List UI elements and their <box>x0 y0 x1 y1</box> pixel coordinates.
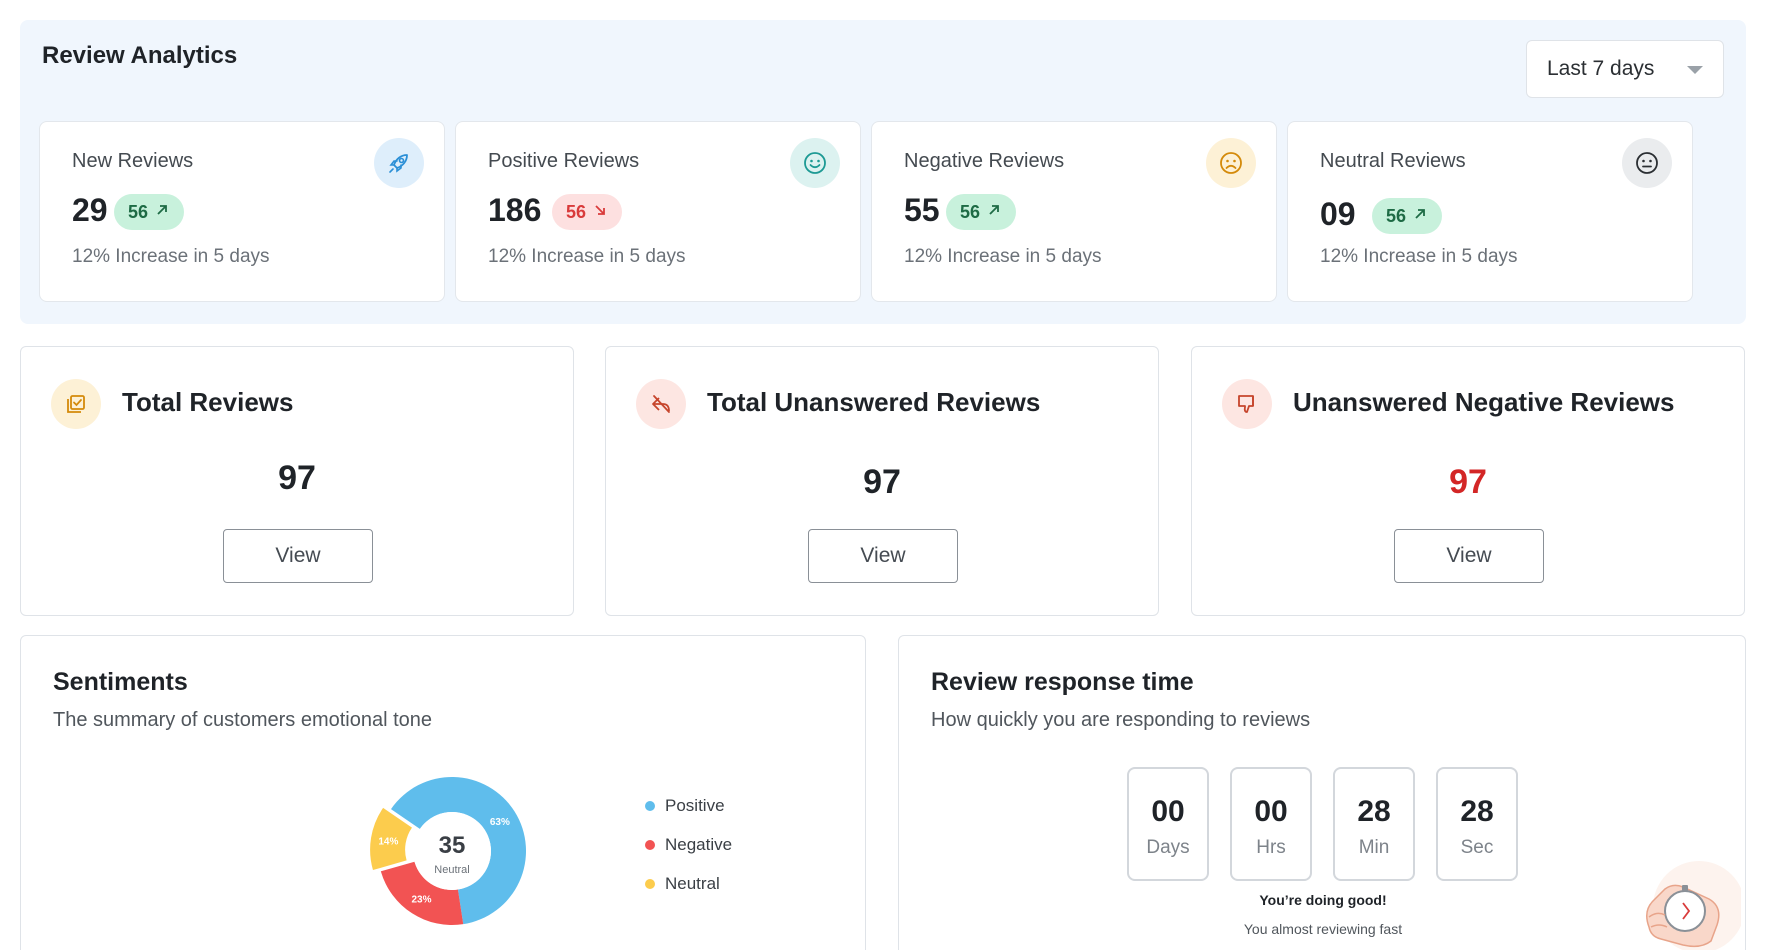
sentiments-panel: Sentiments The summary of customers emot… <box>20 635 866 950</box>
legend-dot <box>645 801 655 811</box>
donut-data-label: 14% <box>378 837 398 848</box>
trend-badge-value: 56 <box>566 201 587 222</box>
card-title: Total Unanswered Reviews <box>707 387 1041 417</box>
new-reviews-card: New Reviews 29 56 12% Increase in 5 days <box>39 121 445 302</box>
status-note: You almost reviewing fast <box>1243 921 1403 937</box>
timer-minutes: 28 Min <box>1333 767 1415 881</box>
timer-unit: Min <box>1358 837 1390 858</box>
rocket-icon <box>374 138 424 188</box>
stat-subtext: 12% Increase in 5 days <box>72 246 270 267</box>
thumbs-down-icon <box>1222 379 1272 429</box>
neutral-reviews-card: Neutral Reviews 09 56 12% Increase in 5 … <box>1287 121 1693 302</box>
donut-data-label: 63% <box>490 817 510 828</box>
stat-value: 55 <box>904 192 940 228</box>
review-analytics-section: Review Analytics Last 7 days New Reviews… <box>20 20 1746 324</box>
stat-value: 09 <box>1320 196 1356 232</box>
view-button[interactable]: View <box>223 529 373 583</box>
total-value: 97 <box>1449 463 1487 501</box>
stat-label: New Reviews <box>72 150 194 172</box>
panel-subtitle: How quickly you are responding to review… <box>931 709 1311 731</box>
donut-center-label: Neutral <box>434 864 469 876</box>
stat-subtext: 12% Increase in 5 days <box>488 246 686 267</box>
arrow-up-right-icon <box>1412 206 1428 227</box>
total-value: 97 <box>278 459 316 497</box>
trend-badge-value: 56 <box>960 201 981 222</box>
legend-item-negative: Negative <box>645 835 732 855</box>
legend-label: Positive <box>665 796 725 815</box>
legend-dot <box>645 879 655 889</box>
date-range-dropdown[interactable]: Last 7 days <box>1526 40 1724 98</box>
panel-title: Sentiments <box>53 668 188 696</box>
card-title: Unanswered Negative Reviews <box>1293 387 1675 417</box>
arrow-down-right-icon <box>592 202 608 223</box>
legend-item-neutral: Neutral <box>645 874 720 894</box>
legend-label: Neutral <box>665 874 720 893</box>
stat-label: Positive Reviews <box>488 150 640 172</box>
stat-value: 29 <box>72 192 108 228</box>
total-unanswered-reviews-card: Total Unanswered Reviews 97 View <box>605 346 1159 616</box>
unanswered-negative-reviews-card: Unanswered Negative Reviews 97 View <box>1191 346 1745 616</box>
stat-label: Neutral Reviews <box>1320 150 1466 172</box>
frown-icon <box>1206 138 1256 188</box>
timer-seconds: 28 Sec <box>1436 767 1518 881</box>
timer-hours: 00 Hrs <box>1230 767 1312 881</box>
sentiment-donut-chart: 63% 23% 14% 35 Neutral <box>370 777 526 925</box>
trend-badge: 56 <box>114 194 185 230</box>
view-button[interactable]: View <box>808 529 958 583</box>
positive-reviews-card: Positive Reviews 186 56 12% Increase in … <box>455 121 861 302</box>
arrow-up-right-icon <box>154 202 170 223</box>
timer-unit: Hrs <box>1256 837 1286 858</box>
donut-data-label: 23% <box>411 895 431 906</box>
panel-title: Review response time <box>931 668 1194 696</box>
status-message: You’re doing good! <box>1259 892 1387 908</box>
page-title: Review Analytics <box>42 42 238 69</box>
review-check-icon <box>51 379 101 429</box>
legend-dot <box>645 840 655 850</box>
legend-item-positive: Positive <box>645 796 725 816</box>
stat-subtext: 12% Increase in 5 days <box>904 246 1102 267</box>
donut-slice-neutral <box>370 807 412 871</box>
timer-value: 00 <box>1254 795 1288 828</box>
trend-badge: 56 <box>946 194 1017 230</box>
card-title: Total Reviews <box>122 387 294 417</box>
view-button[interactable]: View <box>1394 529 1544 583</box>
stat-value: 186 <box>488 192 542 228</box>
trend-badge: 56 <box>552 194 623 230</box>
timer-value: 00 <box>1151 795 1185 828</box>
total-reviews-card: Total Reviews 97 View <box>20 346 574 616</box>
trend-badge-value: 56 <box>128 201 149 222</box>
panel-subtitle: The summary of customers emotional tone <box>53 709 433 731</box>
date-range-value: Last 7 days <box>1547 57 1655 80</box>
stat-label: Negative Reviews <box>904 150 1065 172</box>
donut-slice-negative <box>380 861 464 925</box>
timer-value: 28 <box>1357 795 1391 828</box>
smile-icon <box>790 138 840 188</box>
timer-unit: Sec <box>1460 837 1494 858</box>
response-time-panel: Review response time How quickly you are… <box>898 635 1746 950</box>
arrow-up-right-icon <box>986 202 1002 223</box>
hand-stopwatch-icon <box>1646 861 1741 950</box>
stat-subtext: 12% Increase in 5 days <box>1320 246 1518 267</box>
chevron-down-icon <box>1687 66 1703 74</box>
neutral-face-icon <box>1622 138 1672 188</box>
total-value: 97 <box>863 463 901 501</box>
trend-badge: 56 <box>1372 198 1443 234</box>
legend-label: Negative <box>665 835 733 854</box>
negative-reviews-card: Negative Reviews 55 56 12% Increase in 5… <box>871 121 1277 302</box>
no-reply-icon <box>636 379 686 429</box>
timer-days: 00 Days <box>1127 767 1209 881</box>
donut-hole <box>413 812 491 890</box>
donut-center-value: 35 <box>439 832 466 859</box>
timer-unit: Days <box>1146 837 1190 858</box>
trend-badge-value: 56 <box>1386 205 1407 226</box>
timer-value: 28 <box>1460 795 1494 828</box>
donut-slice-positive <box>390 777 526 925</box>
